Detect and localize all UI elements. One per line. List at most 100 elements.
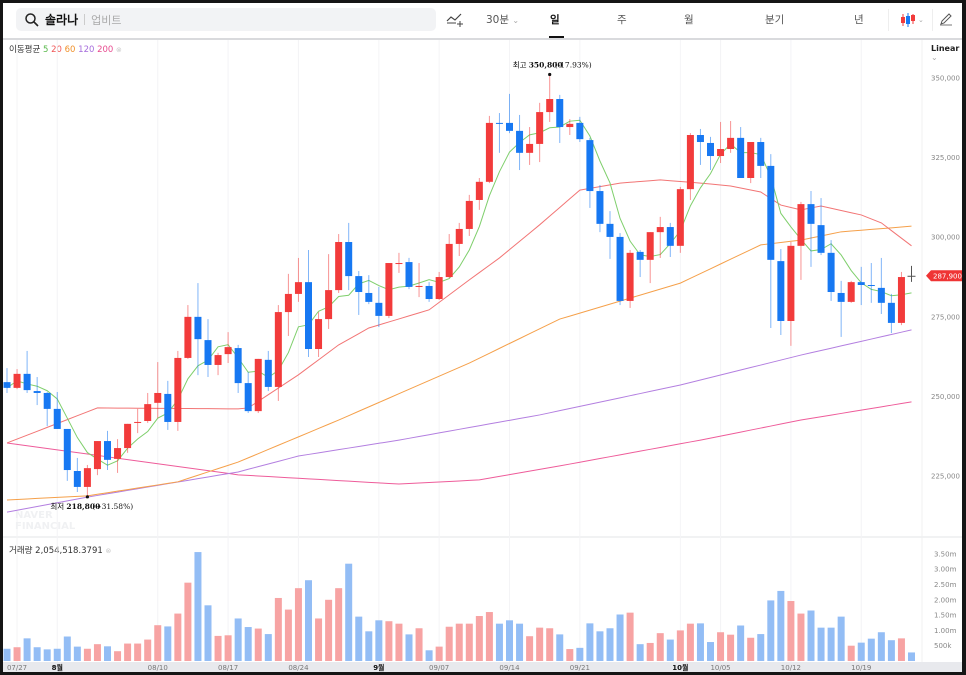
scale-dropdown[interactable]: Linear ⌄: [931, 44, 962, 62]
candle-body: [666, 227, 674, 246]
close-icon[interactable]: ⊗: [105, 547, 112, 555]
volume-bar: [656, 633, 664, 661]
volume-bar: [686, 623, 694, 661]
close-icon[interactable]: ⊗: [116, 46, 122, 54]
volume-bar: [696, 623, 704, 661]
candlestick-chart[interactable]: NAVER FINANCIAL 07/27 8월 08/10 08/17 08/24 9월…: [3, 3, 962, 672]
candle-body: [696, 135, 704, 143]
volume-bar: [335, 588, 343, 661]
volume-bar: [234, 618, 242, 661]
candle-body: [757, 142, 765, 166]
active-tab-indicator: [549, 36, 564, 38]
volume-bar: [636, 644, 644, 661]
y-tick-label: 350,000: [931, 75, 960, 83]
candle-body: [727, 137, 735, 150]
volume-bar: [616, 614, 624, 661]
tab-quarter[interactable]: 분기: [765, 14, 785, 26]
volume-bar: [606, 628, 614, 661]
volume-bar: [415, 628, 423, 661]
high-marker: [548, 72, 552, 77]
candle-body: [907, 275, 916, 277]
ma-legend-label: 이동평균: [9, 45, 41, 55]
volume-tick-label: 2.00m: [934, 596, 957, 604]
candle-body: [93, 441, 101, 470]
x-tick-label: 10/19: [851, 664, 871, 672]
last-price-badge: [926, 270, 962, 282]
candle-body: [204, 340, 212, 365]
candle-body: [646, 232, 654, 260]
watermark-logo: NAVER: [15, 510, 53, 521]
interval-dropdown[interactable]: 30분 ⌄: [486, 12, 519, 27]
volume-bar: [224, 635, 232, 661]
search-box[interactable]: 솔라나 업비트: [16, 8, 436, 31]
volume-bar: [536, 627, 544, 661]
volume-bar: [345, 563, 353, 661]
candle-body: [445, 243, 453, 278]
low-marker: [85, 495, 89, 499]
pencil-icon[interactable]: [939, 12, 953, 26]
y-tick-label: 325,000: [931, 154, 960, 162]
candle-body: [586, 140, 594, 192]
candle-body: [877, 287, 885, 303]
add-indicator-icon[interactable]: [446, 12, 464, 28]
volume-bar: [204, 605, 212, 661]
candle-body: [375, 302, 383, 316]
x-tick-label: 09/21: [570, 664, 590, 672]
ma5-label: 5: [42, 45, 49, 55]
candle-body: [807, 204, 815, 224]
volume-bar: [164, 626, 172, 661]
candle-body: [576, 122, 584, 140]
candle-body: [294, 282, 302, 294]
candle-body: [134, 421, 142, 423]
volume-bar: [787, 601, 795, 661]
volume-bar: [375, 620, 383, 661]
volume-bar: [445, 626, 453, 661]
volume-bar: [174, 613, 182, 661]
tab-week[interactable]: 주: [617, 14, 627, 26]
chart-type-candle-icon[interactable]: ⌄: [899, 12, 925, 28]
volume-bar: [676, 630, 684, 661]
volume-bar: [857, 642, 865, 661]
volume-bar: [516, 623, 524, 661]
high-value: 350,800: [529, 60, 563, 69]
volume-bar: [717, 632, 725, 661]
candle-body: [827, 252, 835, 293]
volume-bar: [556, 634, 564, 661]
ma20-label: 20: [51, 45, 62, 55]
candle-body: [365, 292, 373, 302]
volume-bar: [294, 588, 302, 661]
candle-body: [536, 112, 544, 144]
volume-bar: [757, 634, 765, 661]
candle-body: [526, 143, 534, 153]
volume-bar: [465, 623, 473, 661]
volume-bar: [777, 590, 785, 661]
x-tick-label: 10/05: [710, 664, 730, 672]
candle-body: [124, 423, 132, 449]
volume-tick-label: 2.50m: [934, 581, 957, 589]
ma-legend[interactable]: 이동평균 5 20 60 120 200 ⊗: [9, 43, 122, 55]
tab-year[interactable]: 년: [854, 14, 864, 26]
candle-body: [23, 373, 31, 391]
chevron-down-icon: ⌄: [512, 16, 520, 25]
volume-bar: [666, 639, 674, 661]
tab-day[interactable]: 일: [550, 14, 560, 26]
volume-bar: [244, 627, 252, 661]
volume-bar: [425, 650, 433, 661]
low-label: 최저: [50, 501, 64, 511]
tab-month[interactable]: 월: [684, 14, 694, 26]
volume-tick-label: 3.50m: [934, 550, 957, 558]
scale-label: Linear: [931, 44, 960, 53]
candle-body: [53, 408, 61, 429]
candle-body: [234, 348, 242, 384]
volume-bar: [13, 647, 21, 661]
candle-body: [104, 441, 111, 460]
volume-bar: [807, 610, 815, 661]
candle-body: [325, 290, 333, 320]
candle-body: [606, 223, 614, 237]
volume-bar: [63, 636, 71, 661]
volume-bar: [3, 648, 11, 661]
search-icon: [25, 12, 39, 27]
volume-bar: [435, 646, 443, 661]
last-price-label: 287,900: [933, 272, 962, 280]
candle-body: [847, 282, 855, 302]
